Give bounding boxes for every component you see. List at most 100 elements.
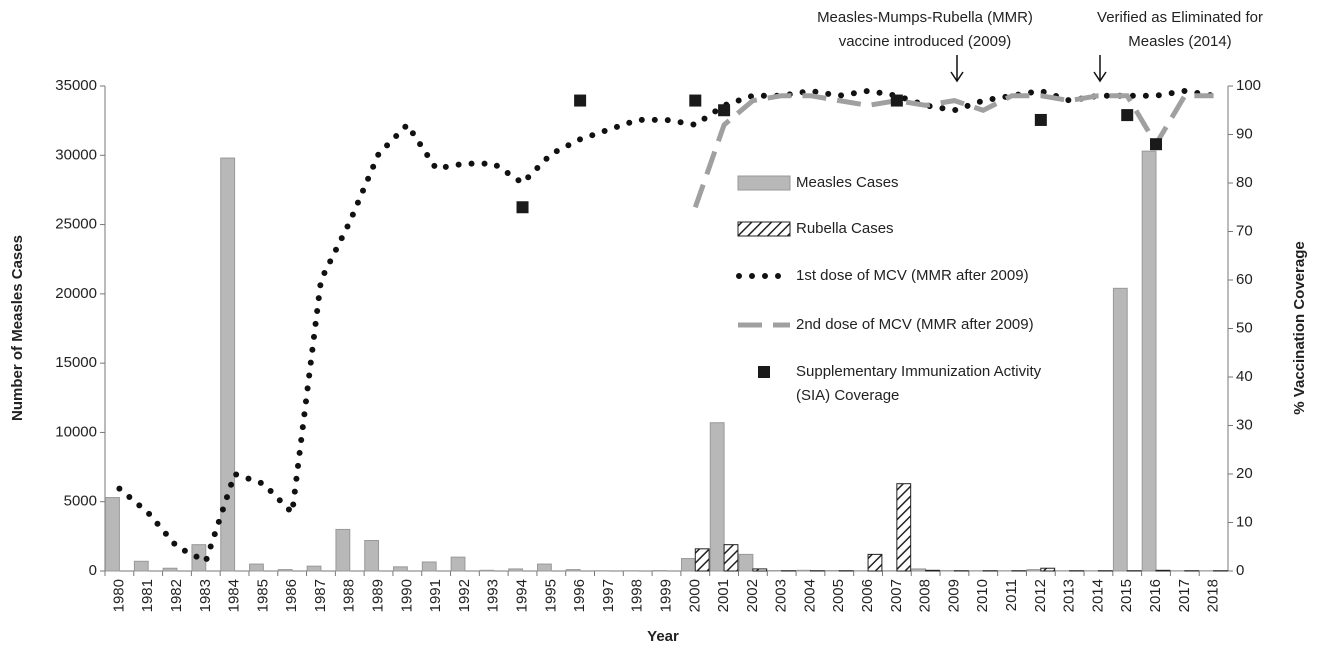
annotation: Verified as Eliminated for	[1097, 9, 1263, 26]
bar	[680, 558, 696, 572]
x-tick-label: 1997	[600, 579, 617, 612]
y-tick-label: 30000	[55, 146, 97, 163]
x-tick-label: 2004	[801, 579, 818, 612]
x-tick-label: 2006	[859, 579, 876, 612]
y2-tick-label: 20	[1236, 465, 1253, 482]
bar	[1155, 569, 1171, 572]
annotation-arrowhead	[1093, 71, 1107, 83]
y-tick-label: 20000	[55, 285, 97, 302]
x-tick-label: 2002	[744, 579, 761, 612]
x-tick-label: 1998	[629, 579, 646, 612]
x-tick-label: 1982	[168, 579, 185, 612]
x-tick-label: 2011	[1003, 579, 1020, 611]
bar	[450, 556, 466, 572]
legend-item: 1st dose of MCV (MMR after 2009)	[736, 264, 1066, 288]
y2-tick-label: 80	[1236, 174, 1253, 191]
point	[1034, 113, 1047, 126]
bar	[421, 561, 437, 572]
bar	[1112, 287, 1128, 572]
bar	[105, 497, 120, 572]
legend-swatch	[737, 221, 791, 237]
annotation: vaccine introduced (2009)	[839, 33, 1012, 50]
y-tick-label: 35000	[55, 77, 97, 94]
legend-swatch	[758, 366, 770, 378]
bar	[694, 548, 710, 572]
legend-item: Supplementary Immunization Activity (SIA…	[736, 360, 1056, 408]
x-tick-label: 2009	[945, 579, 962, 612]
legend-label: 1st dose of MCV (MMR after 2009)	[796, 267, 1029, 284]
x-tick-label: 2016	[1147, 579, 1164, 612]
bar	[335, 528, 351, 572]
y-tick-label: 10000	[55, 423, 97, 440]
x-tick-label: 1987	[312, 579, 329, 612]
point	[1121, 109, 1134, 122]
point	[718, 104, 731, 117]
y2-tick-label: 40	[1236, 368, 1253, 385]
y-tick-label: 5000	[64, 493, 97, 510]
x-tick-label: 1992	[456, 579, 473, 612]
legend-label: Rubella Cases	[796, 220, 894, 237]
y-tick-label: 15000	[55, 354, 97, 371]
bar	[133, 560, 149, 572]
x-tick-label: 1985	[254, 579, 271, 612]
point	[574, 94, 587, 107]
bar	[723, 544, 739, 572]
bar	[277, 569, 293, 572]
bar	[306, 565, 322, 572]
y2-tick-label: 70	[1236, 222, 1253, 239]
point	[890, 94, 903, 107]
bar	[508, 568, 524, 572]
x-tick-label: 2008	[917, 579, 934, 612]
x-tick-label: 2012	[1032, 579, 1049, 612]
bar	[479, 569, 495, 572]
bar	[393, 566, 408, 572]
legend-swatch	[738, 322, 790, 328]
bar	[709, 422, 725, 572]
line	[692, 93, 1214, 209]
y2-tick-label: 100	[1236, 77, 1261, 94]
legend-label: Supplementary Immunization Activity (SIA…	[796, 363, 1042, 404]
x-tick-label: 1981	[139, 579, 156, 612]
y2-tick-label: 60	[1236, 271, 1253, 288]
x-tick-label: 2018	[1205, 579, 1222, 612]
y2-tick-label: 10	[1236, 513, 1253, 530]
y-axis-label: Number of Measles Cases	[9, 235, 26, 421]
x-tick-label: 1996	[571, 579, 588, 612]
legend-swatch	[758, 366, 770, 378]
x-tick-label: 1993	[485, 579, 502, 612]
legend-item: 2nd dose of MCV (MMR after 2009)	[736, 313, 1066, 337]
legend-swatch	[737, 175, 791, 191]
x-tick-label: 1994	[513, 579, 530, 612]
annotation-arrowhead	[950, 71, 964, 83]
annotation: Measles (2014)	[1128, 33, 1231, 50]
y-tick-label: 25000	[55, 216, 97, 233]
bar	[1040, 567, 1056, 572]
bar	[867, 553, 883, 572]
y2-tick-label: 0	[1236, 562, 1244, 579]
bar	[249, 563, 264, 572]
x-tick-label: 1980	[110, 579, 127, 612]
x-tick-label: 1990	[398, 579, 415, 612]
legend-swatch	[737, 175, 791, 191]
point	[1150, 138, 1163, 151]
x-tick-label: 2001	[715, 579, 732, 612]
point	[516, 201, 529, 214]
y2-axis-label: % Vaccination Coverage	[1291, 241, 1308, 414]
annotation: Measles-Mumps-Rubella (MMR)	[817, 9, 1033, 26]
bar	[1026, 569, 1042, 572]
y2-tick-label: 90	[1236, 125, 1253, 142]
bar	[896, 483, 912, 572]
x-tick-label: 2017	[1176, 579, 1193, 612]
x-tick-label: 1999	[657, 579, 674, 612]
x-tick-label: 1989	[370, 579, 387, 612]
legend-swatch	[737, 221, 791, 237]
point	[689, 94, 702, 107]
x-tick-label: 2014	[1089, 579, 1106, 612]
x-tick-label: 1995	[542, 579, 559, 612]
legend-item: Measles Cases	[736, 171, 1066, 195]
x-tick-label: 2015	[1118, 579, 1135, 612]
x-tick-label: 2013	[1061, 579, 1078, 612]
bar	[738, 553, 754, 572]
bar	[752, 568, 768, 572]
